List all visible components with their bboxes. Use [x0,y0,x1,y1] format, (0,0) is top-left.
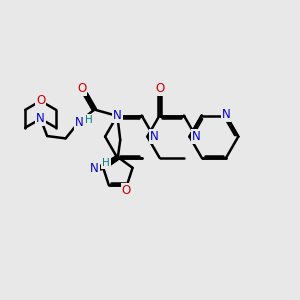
Text: N: N [192,130,200,143]
Text: N: N [90,162,99,175]
Text: O: O [36,94,45,107]
Text: N: N [149,130,158,143]
Text: H: H [102,158,110,168]
Text: O: O [122,184,131,197]
Text: N: N [222,108,230,122]
Text: N: N [113,109,122,122]
Text: O: O [155,82,164,95]
Text: N: N [75,116,83,129]
Text: H: H [85,115,92,125]
Text: O: O [77,82,86,95]
Text: N: N [36,112,45,125]
